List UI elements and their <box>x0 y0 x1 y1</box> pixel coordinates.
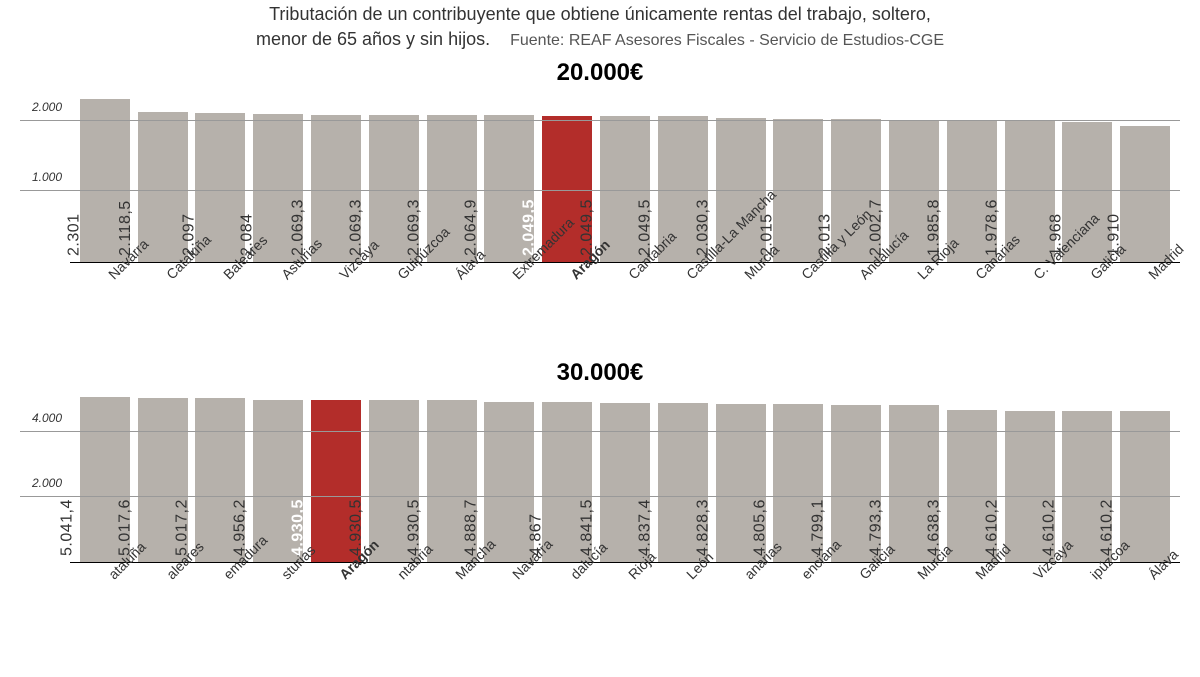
chart2-x-labels: ataluñaalearesemadurasturiasAragónntabri… <box>70 563 1180 613</box>
x-label-wrap: Mancha <box>425 563 479 613</box>
chart2-plot-area: 5.041,45.017,65.017,24.956,24.930,54.930… <box>70 393 1180 563</box>
x-label-wrap: emadura <box>194 563 248 613</box>
y-tick-label: 2.000 <box>12 476 62 490</box>
bar-value-label: 5.041,4 <box>58 499 76 556</box>
chart1-title: 20.000€ <box>10 59 1190 87</box>
gridline <box>20 120 1180 121</box>
x-label-wrap: ataluña <box>78 563 132 613</box>
x-label-wrap: Álava <box>425 263 479 353</box>
chart-30000: 30.000€ 5.041,45.017,65.017,24.956,24.93… <box>10 359 1190 613</box>
x-label-wrap: Navarra <box>78 263 132 353</box>
x-label-wrap: C. Valenciana <box>1003 263 1057 353</box>
chart1-x-labels: NavarraCataluñaBalearesAsturiasVizcayaGu… <box>70 263 1180 353</box>
x-label-wrap: Madrid <box>1118 263 1172 353</box>
y-tick-label: 1.000 <box>12 170 62 184</box>
subtitle-line1: Tributación de un contribuyente que obti… <box>269 4 931 24</box>
gridline <box>20 496 1180 497</box>
x-label-wrap: Baleares <box>194 263 248 353</box>
bar-value-label: 4.837,4 <box>636 499 654 556</box>
x-label-wrap: Galicia <box>1061 263 1115 353</box>
main-container: Tributación de un contribuyente que obti… <box>0 2 1200 613</box>
x-label-wrap: Vizcaya <box>1003 563 1057 613</box>
x-label-wrap: Rioja <box>598 563 652 613</box>
x-label-wrap: Navarra <box>483 563 537 613</box>
x-label-wrap: Guipúzcoa <box>367 263 421 353</box>
gridline <box>20 431 1180 432</box>
bar-wrap: 1.910 <box>1118 93 1172 262</box>
header-subtitle: Tributación de un contribuyente que obti… <box>10 2 1190 53</box>
x-label-wrap: Galicia <box>829 563 883 613</box>
x-label-wrap: Cataluña <box>136 263 190 353</box>
x-label-wrap: Murcia <box>714 263 768 353</box>
chart-20000: 20.000€ 2.3012.118,52.0972.0842.069,32.0… <box>10 59 1190 353</box>
x-label-wrap: Asturias <box>251 263 305 353</box>
x-label-wrap: aleares <box>136 563 190 613</box>
gridline <box>20 190 1180 191</box>
bar: 4.610,2 <box>1120 411 1170 562</box>
x-label-wrap: dalucía <box>540 563 594 613</box>
x-label-wrap: Álava <box>1118 563 1172 613</box>
x-label-wrap: Murcia <box>887 563 941 613</box>
x-label-wrap: enciana <box>772 563 826 613</box>
x-label-wrap: La Rioja <box>887 263 941 353</box>
x-label-wrap: Aragón <box>540 263 594 353</box>
x-label-wrap: Vizcaya <box>309 263 363 353</box>
x-label-wrap: Andalucía <box>829 263 883 353</box>
x-label-wrap: León <box>656 563 710 613</box>
x-label-wrap: Castilla y León <box>772 263 826 353</box>
x-label-wrap: Cantabria <box>598 263 652 353</box>
x-label-wrap: ntabria <box>367 563 421 613</box>
y-tick-label: 2.000 <box>12 100 62 114</box>
x-label-wrap: ipúzcoa <box>1061 563 1115 613</box>
chart2-bars: 5.041,45.017,65.017,24.956,24.930,54.930… <box>70 393 1180 562</box>
x-label-wrap: anarias <box>714 563 768 613</box>
bar-wrap: 4.610,2 <box>1118 393 1172 562</box>
chart2-title: 30.000€ <box>10 359 1190 387</box>
bar: 1.910 <box>1120 126 1170 261</box>
x-label-wrap: Castilla-La Mancha <box>656 263 710 353</box>
x-label-wrap: Extremadura <box>483 263 537 353</box>
x-label-wrap: Madrid <box>945 563 999 613</box>
bar-value-label: 4.828,3 <box>694 499 712 556</box>
bar-value-label: 2.301 <box>66 213 84 256</box>
x-label-wrap: Aragón <box>309 563 363 613</box>
y-tick-label: 4.000 <box>12 411 62 425</box>
subtitle-line2: menor de 65 años y sin hijos. <box>256 29 490 49</box>
x-label-wrap: Canarias <box>945 263 999 353</box>
x-label-wrap: sturias <box>251 563 305 613</box>
source-text: Fuente: REAF Asesores Fiscales - Servici… <box>510 32 944 49</box>
